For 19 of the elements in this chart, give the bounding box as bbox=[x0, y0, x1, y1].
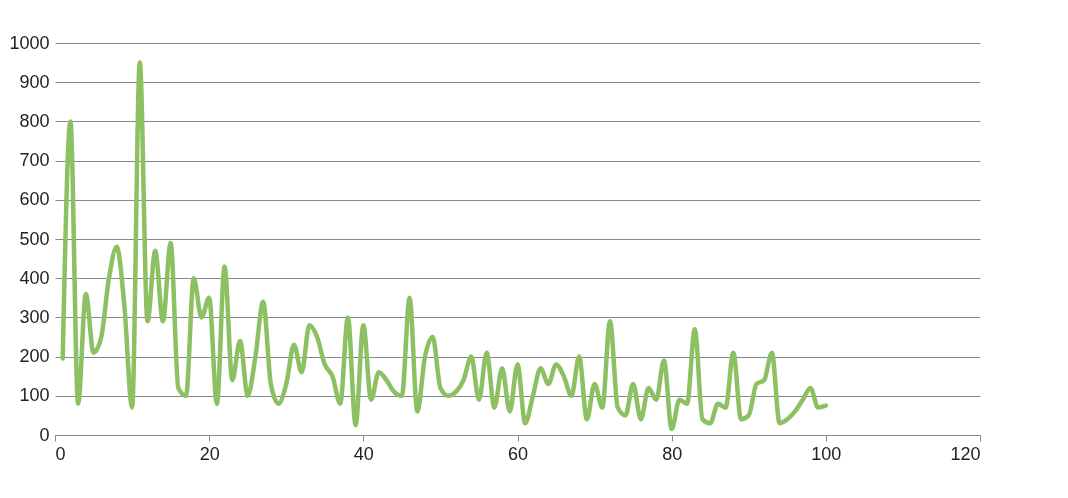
y-tick-label: 800 bbox=[19, 110, 50, 131]
y-tick-label: 200 bbox=[19, 346, 50, 367]
x-tick-label: 120 bbox=[950, 443, 981, 464]
y-tick-label: 0 bbox=[39, 424, 50, 445]
y-tick-label: 100 bbox=[19, 385, 50, 406]
line-series bbox=[60, 60, 829, 432]
x-tick-label: 20 bbox=[199, 443, 220, 464]
x-tick-label: 80 bbox=[662, 443, 683, 464]
y-tick-label: 300 bbox=[19, 306, 50, 327]
y-tick-label: 700 bbox=[19, 150, 50, 171]
x-tick-label: 60 bbox=[507, 443, 529, 464]
y-tick-label: 400 bbox=[19, 267, 50, 288]
x-tick-label: 100 bbox=[811, 443, 842, 464]
y-tick-label: 1000 bbox=[9, 32, 50, 53]
y-tick-label: 500 bbox=[19, 228, 50, 249]
y-tick-label: 900 bbox=[19, 71, 50, 92]
x-tick-label: 40 bbox=[353, 443, 374, 464]
y-tick-label: 600 bbox=[19, 189, 50, 210]
x-tick-label: 0 bbox=[55, 443, 66, 464]
